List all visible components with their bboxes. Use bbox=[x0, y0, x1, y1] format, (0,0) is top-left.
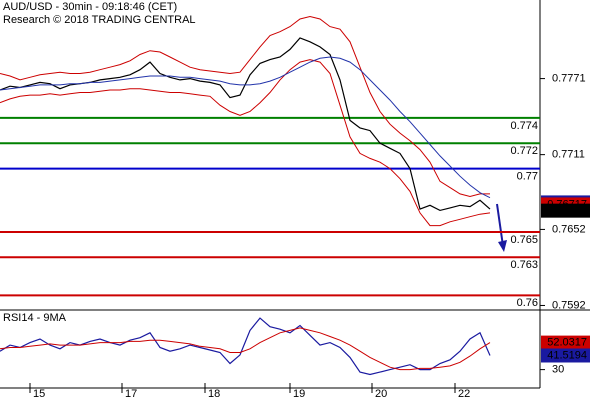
level-label: 0.765 bbox=[510, 234, 538, 246]
x-tick-label: 20 bbox=[375, 388, 387, 400]
arrow bbox=[496, 203, 504, 247]
series-line bbox=[0, 327, 491, 371]
chart-subtitle: Research © 2018 TRADING CENTRAL bbox=[3, 14, 196, 26]
level-label: 0.76 bbox=[517, 297, 538, 309]
price-marker-label: 0.76668 bbox=[547, 205, 587, 217]
arrow-head bbox=[498, 240, 507, 252]
price-marker bbox=[541, 335, 590, 350]
y-tick-label: 0.7652 bbox=[552, 223, 586, 235]
x-tick-label: 17 bbox=[125, 388, 137, 400]
y-tick-label: 0.7711 bbox=[552, 149, 585, 161]
y-tick-label: 0.7771 bbox=[552, 72, 586, 84]
panel-title: RSI14 - 9MA bbox=[3, 312, 67, 324]
price-marker bbox=[541, 203, 590, 218]
series-line bbox=[0, 59, 491, 227]
y-tick-label: 0.7592 bbox=[552, 299, 586, 311]
price-marker-label: 52.0317 bbox=[547, 337, 587, 349]
series-line bbox=[0, 56, 491, 199]
price-marker-label: 41.5194 bbox=[547, 349, 587, 361]
price-marker bbox=[541, 348, 590, 363]
series-line bbox=[0, 15, 490, 198]
level-label: 0.772 bbox=[510, 145, 538, 157]
level-label: 0.763 bbox=[510, 259, 538, 271]
level-label: 0.77 bbox=[517, 170, 538, 182]
x-tick-label: 18 bbox=[208, 388, 220, 400]
chart-title: AUD/USD - 30min - 09:18:46 (CET) bbox=[3, 1, 177, 13]
x-tick-label: 19 bbox=[293, 388, 305, 400]
x-tick-label: 22 bbox=[458, 388, 470, 400]
x-tick-label: 15 bbox=[33, 388, 45, 400]
level-label: 0.774 bbox=[510, 120, 538, 132]
y-tick-label: 30 bbox=[552, 364, 564, 376]
